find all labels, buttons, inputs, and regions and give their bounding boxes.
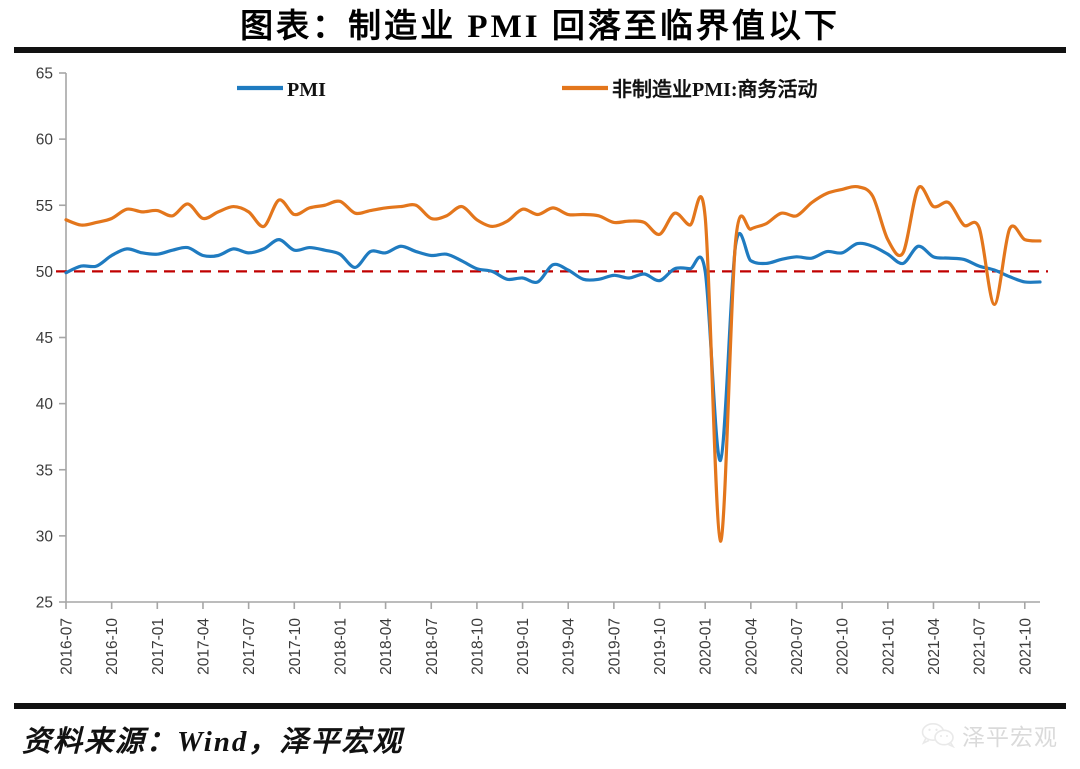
pmi-line-chart: 25 30 35 40 45 50 55 60 65 2016-07 2016-10 2017-01 2… (36, 66, 1048, 675)
y-axis-tick-label: 40 (36, 396, 54, 413)
y-axis-tick-label: 65 (36, 66, 53, 83)
x-axis-tick-label: 2017-04 (195, 618, 212, 675)
y-axis-tick-label: 45 (36, 330, 53, 347)
y-axis-tick-label: 50 (36, 264, 54, 281)
y-axis-tick-label: 30 (36, 528, 54, 545)
x-axis-tick-label: 2019-07 (606, 618, 623, 675)
x-axis-tick-label: 2021-10 (1017, 618, 1034, 675)
series-line-non-manufacturing-pmi (64, 184, 1042, 543)
x-axis-tick-label: 2016-07 (59, 618, 76, 675)
x-axis-tick-label: 2018-04 (378, 618, 395, 675)
y-axis-tick-label: 25 (36, 595, 53, 612)
x-axis-tick-label: 2019-04 (561, 618, 578, 675)
x-axis-tick-label: 2016-10 (104, 618, 121, 675)
x-axis-tick-label: 2021-01 (880, 618, 897, 675)
legend-label: 非制造业PMI:商务活动 (612, 77, 818, 101)
watermark: 泽平宏观 (921, 718, 1058, 752)
series-line-pmi (64, 232, 1042, 463)
page-title: 图表：制造业 PMI 回落至临界值以下 (240, 9, 840, 45)
x-axis-tick-label: 2019-10 (652, 618, 669, 675)
x-axis-tick-label: 2021-04 (926, 618, 943, 675)
x-axis-tick-label: 2020-10 (835, 618, 852, 675)
x-axis-tick-label: 2017-07 (241, 618, 258, 675)
footer-divider-rule (14, 703, 1066, 709)
x-axis-tick-label: 2019-01 (515, 618, 532, 675)
y-axis-tick-label: 35 (36, 462, 53, 479)
watermark-label: 泽平宏观 (962, 724, 1058, 750)
y-axis-tick-label: 60 (36, 132, 54, 149)
legend-label: PMI (287, 79, 326, 101)
x-axis-tick-label: 2021-07 (972, 618, 989, 675)
wechat-icon (921, 723, 955, 748)
source-note: 资料来源：Wind，泽平宏观 (22, 726, 404, 758)
x-axis-tick-label: 2017-10 (287, 618, 304, 675)
title-bar: 图表：制造业 PMI 回落至临界值以下 (0, 0, 1080, 46)
chart-container: 25 30 35 40 45 50 55 60 65 2016-07 2016-10 2017-01 2… (0, 56, 1080, 701)
x-axis-tick-label: 2020-07 (789, 618, 806, 675)
y-axis-tick-label: 55 (36, 198, 53, 215)
x-axis-tick-label: 2018-07 (424, 618, 441, 675)
x-axis-tick-label: 2018-10 (469, 618, 486, 675)
x-axis-tick-label: 2020-01 (698, 618, 715, 675)
x-axis-tick-label: 2018-01 (332, 618, 349, 675)
x-axis-tick-label: 2020-04 (743, 618, 760, 675)
x-axis-tick-label: 2017-01 (150, 618, 167, 675)
title-divider-rule (14, 47, 1066, 53)
